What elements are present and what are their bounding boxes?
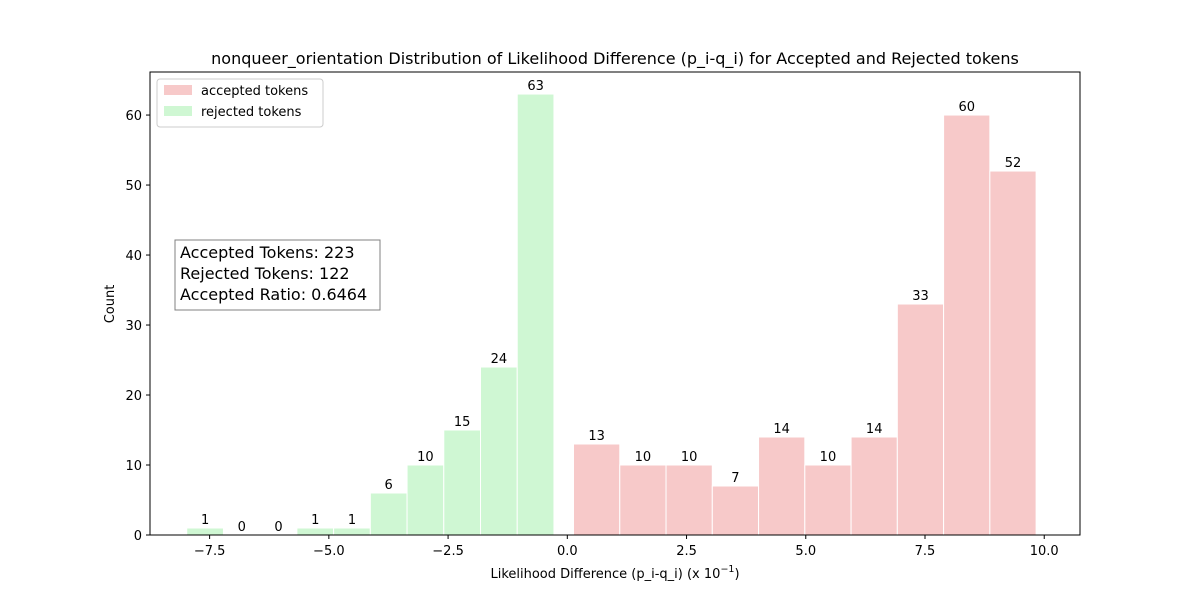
y-tick-label-4: 40 bbox=[125, 249, 142, 264]
rejected-bar-6 bbox=[406, 464, 445, 536]
x-tick-label-2: −2.5 bbox=[432, 544, 464, 559]
x-tick-label-0: −7.5 bbox=[194, 544, 226, 559]
accepted-bar-label-3: 7 bbox=[731, 471, 739, 486]
rejected-bar-8 bbox=[480, 366, 518, 536]
stats-box: Accepted Tokens: 223 Rejected Tokens: 12… bbox=[174, 239, 381, 311]
y-axis-ticks: 0 10 20 30 40 50 60 bbox=[125, 109, 150, 544]
x-tick-label-4: 2.5 bbox=[676, 544, 697, 559]
accepted-bar-4 bbox=[758, 436, 806, 536]
accepted-bar-3 bbox=[711, 485, 760, 536]
rejected-bar-label-5: 6 bbox=[385, 478, 393, 493]
chart-title: nonqueer_orientation Distribution of Lik… bbox=[211, 49, 1019, 69]
y-tick-label-3: 30 bbox=[125, 319, 142, 334]
y-tick-label-0: 0 bbox=[134, 529, 142, 544]
accepted-bar-label-6: 14 bbox=[866, 422, 883, 437]
plot-frame bbox=[149, 71, 1081, 536]
y-tick-label-1: 10 bbox=[125, 459, 142, 474]
rejected-bar-label-0: 1 bbox=[201, 513, 209, 528]
accepted-bar-label-4: 14 bbox=[773, 422, 790, 437]
legend: accepted tokens rejected tokens bbox=[156, 78, 324, 128]
stats-box-frame bbox=[174, 239, 381, 311]
y-tick-label-2: 20 bbox=[125, 389, 142, 404]
y-axis-label: Count bbox=[103, 285, 118, 324]
rejected-bar-label-4: 1 bbox=[348, 513, 356, 528]
legend-label-accepted: accepted tokens bbox=[201, 84, 308, 99]
legend-box bbox=[156, 78, 324, 128]
legend-label-rejected: rejected tokens bbox=[201, 105, 302, 120]
rejected-bar-label-3: 1 bbox=[311, 513, 319, 528]
accepted-bar-9 bbox=[989, 170, 1037, 536]
x-tick-label-7: 10.0 bbox=[1030, 544, 1059, 559]
accepted-bar-label-1: 10 bbox=[635, 450, 652, 465]
rejected-bar-4 bbox=[333, 527, 371, 536]
rejected-bar-label-8: 24 bbox=[491, 352, 508, 367]
legend-swatch-rejected bbox=[164, 106, 192, 116]
accepted-bar-0 bbox=[573, 443, 621, 536]
rejected-bar-7 bbox=[443, 429, 482, 536]
accepted-bar-2 bbox=[665, 464, 713, 536]
rejected-bar-label-9: 63 bbox=[527, 79, 544, 94]
accepted-bar-label-0: 13 bbox=[588, 429, 605, 444]
accepted-bar-5 bbox=[804, 464, 852, 536]
stats-rejected-tokens: Rejected Tokens: 122 bbox=[180, 264, 350, 283]
y-tick-label-5: 50 bbox=[125, 179, 142, 194]
x-axis-label-exponent: −1 bbox=[720, 564, 734, 575]
rejected-bar-0 bbox=[186, 527, 224, 536]
x-tick-label-3: 0.0 bbox=[557, 544, 578, 559]
accepted-bar-label-5: 10 bbox=[820, 450, 837, 465]
rejected-bar-9 bbox=[516, 93, 555, 536]
x-axis-label-main: Likelihood Difference (p_i-q_i) (x 10 bbox=[490, 567, 720, 582]
rejected-bar-label-7: 15 bbox=[454, 415, 471, 430]
accepted-bar-label-8: 60 bbox=[958, 100, 975, 115]
accepted-bar-6 bbox=[850, 436, 898, 536]
accepted-bar-7 bbox=[896, 303, 945, 536]
rejected-bar-5 bbox=[369, 492, 408, 536]
x-tick-label-1: −5.0 bbox=[313, 544, 345, 559]
rejected-bar-label-2: 0 bbox=[274, 520, 282, 535]
x-axis-label-close: ) bbox=[734, 567, 739, 582]
stats-accepted-ratio: Accepted Ratio: 0.6464 bbox=[180, 285, 367, 304]
rejected-bar-label-6: 10 bbox=[417, 450, 434, 465]
accepted-bar-1 bbox=[619, 464, 667, 536]
rejected-bar-label-1: 0 bbox=[238, 520, 246, 535]
bars-group bbox=[186, 93, 1037, 536]
accepted-bar-8 bbox=[943, 114, 991, 536]
accepted-bar-label-7: 33 bbox=[912, 289, 929, 304]
x-tick-label-5: 5.0 bbox=[795, 544, 816, 559]
x-tick-label-6: 7.5 bbox=[915, 544, 936, 559]
legend-swatch-accepted bbox=[164, 85, 192, 95]
accepted-bar-label-9: 52 bbox=[1005, 156, 1022, 171]
stats-accepted-tokens: Accepted Tokens: 223 bbox=[180, 243, 355, 262]
accepted-bar-label-2: 10 bbox=[681, 450, 698, 465]
x-axis-label: Likelihood Difference (p_i-q_i) (x 10−1) bbox=[490, 564, 739, 582]
x-axis-ticks: −7.5 −5.0 −2.5 0.0 2.5 5.0 7.5 10.0 bbox=[194, 535, 1059, 559]
rejected-bar-3 bbox=[296, 527, 335, 536]
y-tick-label-6: 60 bbox=[125, 109, 142, 124]
